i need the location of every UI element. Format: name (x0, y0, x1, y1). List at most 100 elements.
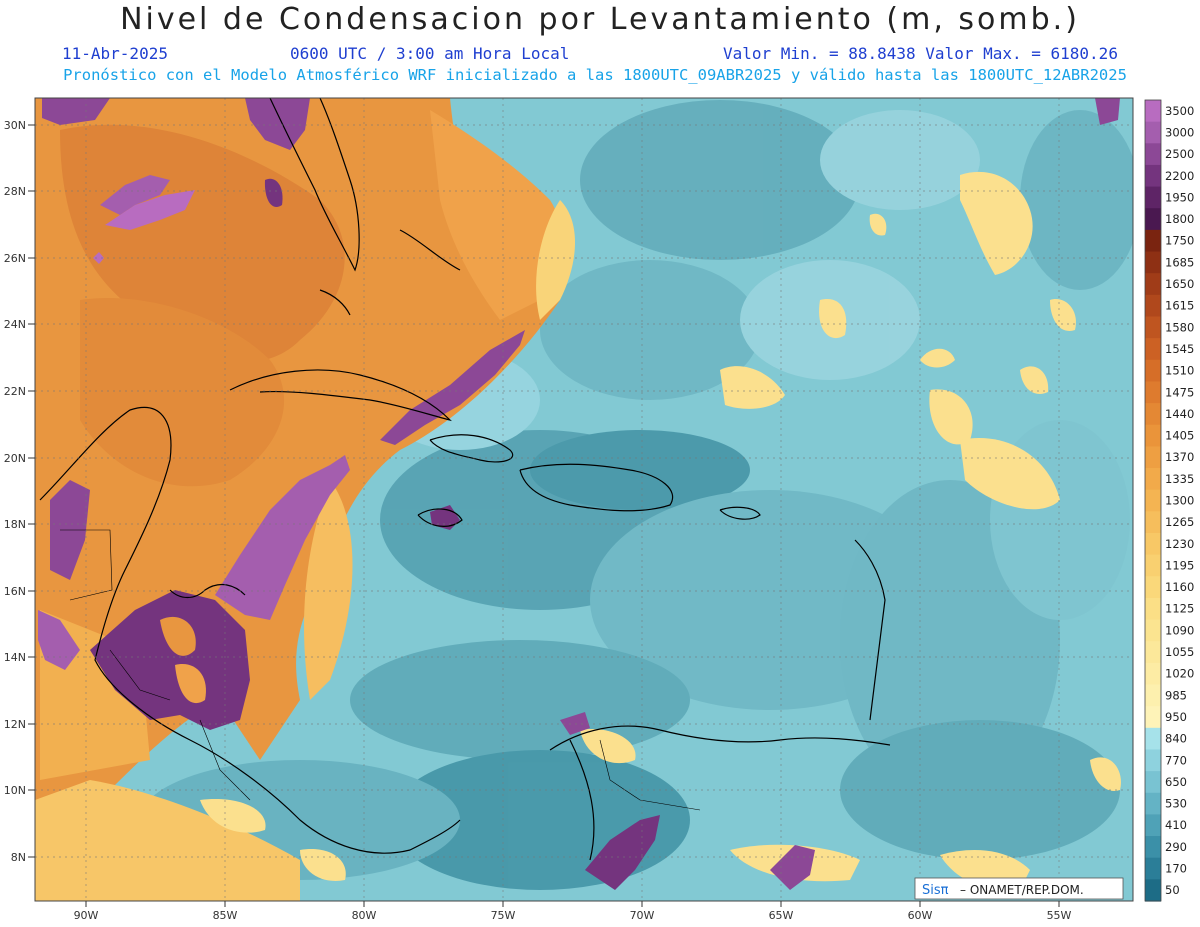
lat-label: 30N (4, 119, 26, 132)
colorbar-label: 170 (1165, 862, 1187, 876)
colorbar-swatch (1145, 814, 1161, 837)
latitude-axis: 30N 28N 26N 24N 22N 20N 18N 16N 14N 12N … (4, 119, 35, 864)
colorbar-swatch (1145, 489, 1161, 512)
coastlines (39, 98, 891, 861)
colorbar-label: 1545 (1165, 342, 1194, 356)
colorbar-label: 950 (1165, 710, 1187, 724)
colorbar-swatch (1145, 619, 1161, 642)
colorbar-label: 1800 (1165, 212, 1194, 226)
colorbar-label: 1750 (1165, 234, 1194, 248)
colorbar-label: 840 (1165, 732, 1187, 746)
lat-label: 24N (4, 318, 26, 331)
colorbar-swatch (1145, 273, 1161, 296)
colorbar-swatch (1145, 186, 1161, 209)
lat-label: 12N (4, 718, 26, 731)
colorbar-swatch (1145, 792, 1161, 816)
colorbar-label: 50 (1165, 883, 1180, 897)
colorbar-label: 2200 (1165, 169, 1194, 183)
colorbar-frame (1144, 99, 1162, 902)
colorbar-label: 1440 (1165, 407, 1194, 421)
colorbar-label: 650 (1165, 775, 1187, 789)
lat-label: 26N (4, 252, 26, 265)
forecast-date: 11-Abr-2025 (62, 44, 168, 63)
colorbar-swatch (1145, 511, 1161, 534)
colorbar-label: 2500 (1165, 147, 1194, 161)
colorbar-label: 1195 (1165, 558, 1194, 572)
colorbar-swatch (1145, 338, 1161, 361)
colorbar-label: 1650 (1165, 277, 1194, 291)
colorbar-label: 3500 (1165, 104, 1194, 118)
credit-box: Sisπ – ONAMET/REP.DOM. (914, 877, 1124, 900)
colorbar-label: 1370 (1165, 450, 1194, 464)
colorbar-label: 530 (1165, 797, 1187, 811)
colorbar-swatch (1145, 532, 1161, 556)
colorbar-swatch (1145, 662, 1161, 686)
colorbar-swatch (1145, 294, 1161, 318)
colorbar-label: 1090 (1165, 623, 1194, 637)
longitude-axis: 90W 85W 80W 75W 70W 65W 60W 55W (74, 901, 1072, 922)
colorbar-label: 1580 (1165, 320, 1194, 334)
colorbar-swatch (1145, 316, 1161, 339)
colorbar-swatch (1145, 424, 1161, 447)
lon-label: 55W (1047, 909, 1072, 922)
lat-label: 16N (4, 585, 26, 598)
colorbar-swatch (1145, 164, 1161, 188)
lon-label: 75W (491, 909, 516, 922)
colorbar-label: 1335 (1165, 472, 1194, 486)
colorbar-label: 1230 (1165, 537, 1194, 551)
colorbar-swatch (1145, 857, 1161, 880)
lat-label: 28N (4, 185, 26, 198)
colorbar: 3500 3000 2500 2200 1950 1800 1750 1685 1650 1615… (1144, 99, 1194, 902)
colorbar-swatch (1145, 446, 1161, 469)
colorbar-swatch (1145, 121, 1161, 144)
colorbar-label: 770 (1165, 753, 1187, 767)
lat-label: 10N (4, 784, 26, 797)
credit-logo: Sisπ (922, 883, 949, 898)
colorbar-swatch (1145, 229, 1161, 253)
model-subtitle: Pronóstico con el Modelo Atmosférico WRF… (63, 66, 1127, 84)
colorbar-label: 1160 (1165, 580, 1194, 594)
lat-label: 8N (11, 851, 26, 864)
colorbar-label: 1475 (1165, 385, 1194, 399)
lat-label: 20N (4, 452, 26, 465)
colorbar-swatch (1145, 576, 1161, 599)
colorbar-swatch (1145, 597, 1161, 621)
very-high-lcl-bands (38, 98, 1120, 890)
lon-label: 70W (630, 909, 655, 922)
colorbar-label: 1510 (1165, 364, 1194, 378)
lon-label: 60W (908, 909, 933, 922)
lat-label: 22N (4, 385, 26, 398)
colorbar-swatch (1145, 749, 1161, 772)
colorbar-label: 1020 (1165, 667, 1194, 681)
lon-label: 80W (352, 909, 377, 922)
colorbar-swatch (1145, 706, 1161, 729)
colorbar-label: 985 (1165, 688, 1187, 702)
map-title: Nivel de Condensacion por Levantamiento … (120, 2, 1080, 37)
colorbar-label: 1265 (1165, 515, 1194, 529)
forecast-time: 0600 UTC / 3:00 am Hora Local (290, 44, 570, 63)
colorbar-swatch (1145, 208, 1161, 231)
map-frame (34, 97, 1134, 902)
colorbar-swatch (1145, 381, 1161, 404)
colorbar-swatch (1145, 727, 1161, 751)
moderate-lcl-patches (200, 171, 1121, 891)
colorbar-swatch (1145, 143, 1161, 166)
colorbar-label: 1405 (1165, 429, 1194, 443)
colorbar-label: 1950 (1165, 190, 1194, 204)
lon-label: 65W (769, 909, 794, 922)
colorbar-swatch (1145, 836, 1161, 859)
colorbar-label: 1055 (1165, 645, 1194, 659)
colorbar-swatch (1145, 684, 1161, 707)
colorbar-swatch (1145, 359, 1161, 383)
colorbar-label: 1615 (1165, 299, 1194, 313)
colorbar-swatch (1145, 879, 1161, 902)
lon-label: 85W (213, 909, 238, 922)
colorbar-swatch (1145, 554, 1161, 577)
colorbar-swatch (1145, 251, 1161, 274)
min-max-values: Valor Min. = 88.8438 Valor Max. = 6180.2… (723, 44, 1118, 63)
colorbar-swatch (1145, 468, 1161, 491)
colorbar-label: 1125 (1165, 602, 1194, 616)
colorbar-swatch (1145, 403, 1161, 426)
colorbar-swatch (1145, 641, 1161, 664)
